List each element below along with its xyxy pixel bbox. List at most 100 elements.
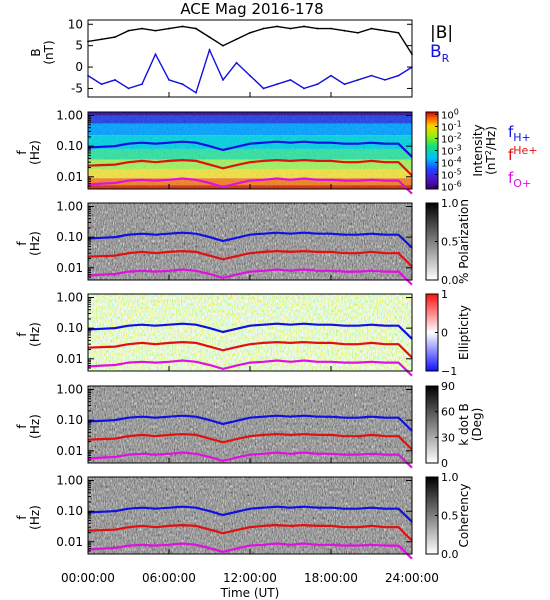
point-b-total-10 [222, 44, 224, 47]
yunit-3: (Hz) [28, 322, 42, 347]
legend-gyro-2: fO+ [508, 169, 531, 190]
point-b-total-8 [195, 27, 197, 30]
ytick-label-4-1: 0.10 [56, 413, 83, 427]
point-b-radial-20 [357, 78, 359, 81]
gyro-line-f_H-4 [87, 414, 413, 432]
ylabel-1: f [15, 150, 29, 155]
b-ytick-label-1: 5 [75, 39, 83, 53]
colorbar-tick-label-1-6: 10-6 [441, 180, 462, 194]
colorbar-tick-label-2-0: 1.0 [441, 197, 459, 210]
point-b-radial-16 [303, 87, 305, 90]
point-b-total-5 [154, 29, 157, 32]
point-b-total-2 [114, 36, 116, 39]
b-yunit: (nT) [42, 40, 56, 64]
gyro-line-f_O-1 [87, 177, 413, 195]
point-b-total-12 [249, 31, 251, 34]
colorbar-tick-label-2-1: 0.5 [441, 236, 459, 249]
x-tick-label-3: 18:00:00 [304, 571, 358, 585]
b-ytick-label-2: 0 [75, 60, 83, 74]
ytick-label-5-2: 0.01 [56, 535, 83, 549]
gyro-line-f_He-5 [87, 523, 413, 542]
yunit-1: (Hz) [28, 140, 42, 165]
legend-gyro-sub-0: H+ [513, 131, 531, 144]
point-b-radial-9 [208, 49, 211, 51]
gyro-line-f_O-4 [87, 451, 413, 469]
ylabel-5: f [15, 515, 29, 520]
x-tick-label-1: 06:00:00 [142, 571, 196, 585]
gray-texture-4 [88, 386, 412, 463]
point-b-radial-6 [168, 78, 170, 81]
panel-spectrogram-2: 1.00 0.10 0.01 f (Hz) 1.0 0.5 0.0% Polarization [15, 197, 471, 287]
point-b-radial-3 [127, 87, 130, 90]
ytick-label-1-2: 0.01 [56, 170, 83, 184]
colorbar-unit-1: (nT2/Hz) [484, 126, 498, 175]
colorbar-unit-sup-1: 2 [484, 150, 493, 155]
ytick-label-1-1: 0.10 [56, 139, 83, 153]
gyro-line-f_H-5 [87, 505, 413, 523]
point-b-total-7 [181, 25, 184, 28]
gyro-line-f_O-5 [87, 542, 413, 560]
x-tick-label-4: 24:00:00 [385, 571, 439, 585]
colorbar-label-2: % Polarization [457, 199, 471, 284]
ytick-label-5-1: 0.10 [56, 504, 83, 518]
legend-gyro-0: fH+ [508, 123, 531, 144]
panel-spectrogram-1: 1.000.100.01f (Hz)10010-110-210-310-410-5… [15, 107, 538, 195]
point-b-radial-5 [154, 53, 157, 56]
ylabel-2: f [15, 241, 29, 246]
colorbar-tick-label-5-0: 1.0 [441, 471, 459, 484]
b-ytick-label-0: 10 [68, 17, 83, 31]
point-b-radial-22 [384, 78, 386, 81]
point-b-total-9 [208, 36, 211, 39]
legend-b-total: |B| [430, 23, 453, 43]
point-b-radial-11 [235, 61, 238, 64]
point-b-total-4 [141, 27, 143, 30]
point-b-total-13 [262, 27, 265, 30]
point-b-total-22 [384, 29, 386, 32]
point-b-total-19 [343, 29, 346, 32]
point-b-total-23 [397, 31, 400, 34]
ylabel-3: f [15, 332, 29, 337]
gyro-line-f_H-1 [87, 140, 413, 158]
point-b-total-15 [289, 27, 292, 30]
ytick-label-2-2: 0.01 [56, 261, 83, 275]
point-b-total-16 [303, 25, 305, 28]
colorbar-exponent-1-5: -5 [454, 168, 462, 177]
panel-b-field: 10 5 0 -5 B (nT) |B|BR [29, 17, 453, 98]
gyro-line-f_O-2 [87, 268, 413, 286]
point-b-total-20 [357, 31, 359, 34]
intensity-texture [88, 112, 412, 189]
gyro-line-f_He-3 [87, 340, 413, 359]
yunit-4: (Hz) [28, 414, 42, 439]
point-b-total-14 [276, 25, 278, 28]
colorbar-tick-label-4-2: 30 [441, 431, 455, 444]
legend-b-radial: BR [430, 42, 450, 65]
ytick-label-1-0: 1.00 [56, 108, 83, 122]
panel-spectrogram-4: 1.00 0.10 0.01 f (Hz) 90 60 30 0 k dot B (Deg) [15, 380, 484, 470]
colorbar-label-1: Intensity [471, 124, 485, 176]
point-b-radial-10 [222, 78, 224, 81]
gyro-line-f_He-1 [87, 158, 413, 177]
point-b-radial-2 [114, 78, 116, 81]
ytick-label-4-0: 1.00 [56, 382, 83, 396]
legend-gyro-sub-1: He+ [513, 144, 537, 157]
gyro-line-f_O-3 [87, 359, 413, 377]
colorbar-tick-label-4-3: 0 [441, 457, 448, 470]
point-b-radial-7 [181, 83, 184, 86]
colorbar-tick-label-4-1: 60 [441, 406, 455, 419]
gray-texture-5 [88, 477, 412, 554]
legend-gyro-sub-2: O+ [513, 177, 531, 190]
colorbar-tick-label-3-2: −1 [441, 365, 457, 378]
colorbar-tick-label-3-1: 0 [441, 327, 448, 340]
x-tick-label-0: 00:00:00 [61, 571, 115, 585]
point-b-total-3 [127, 29, 130, 32]
point-b-total-0 [87, 40, 89, 43]
point-b-radial-17 [316, 83, 319, 86]
colorbar-exponent-1-0: 0 [454, 107, 459, 116]
point-b-radial-1 [100, 83, 103, 86]
ytick-label-3-2: 0.01 [56, 352, 83, 366]
colorbar-tick-label-2-2: 0.0 [441, 274, 459, 287]
colorbar-exponent-1-4: -4 [454, 156, 462, 165]
